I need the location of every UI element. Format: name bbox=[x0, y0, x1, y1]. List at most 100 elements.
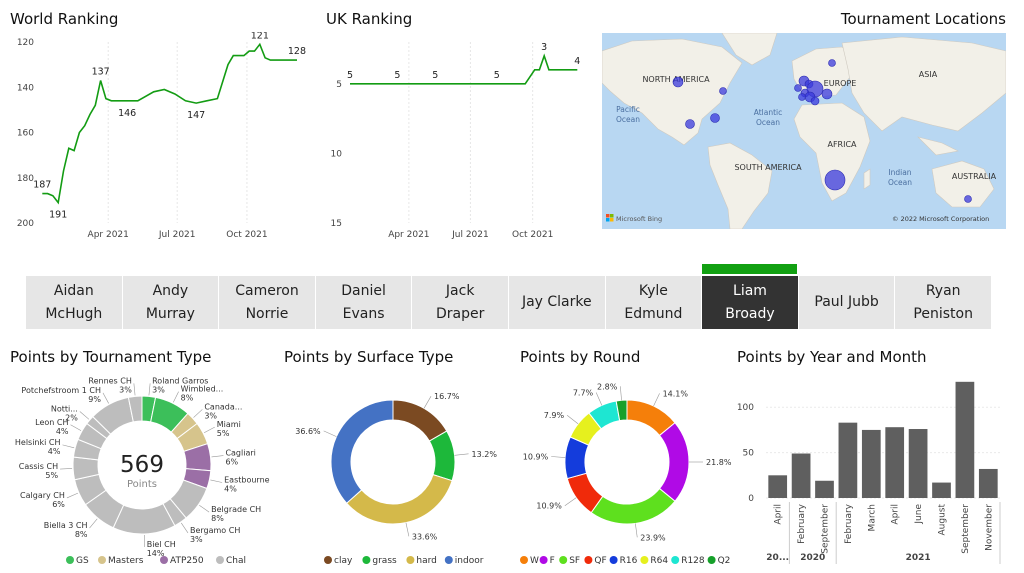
year-month-y-tick: 50 bbox=[743, 449, 755, 459]
tournament-type-label-name: Potchefstroom 1 CH bbox=[21, 386, 101, 395]
round-legend-marker bbox=[640, 556, 649, 564]
uk-ranking-data-label: 5 bbox=[394, 70, 400, 81]
year-month-x-tick: September bbox=[821, 504, 831, 554]
surface-type-legend-marker bbox=[324, 556, 332, 564]
world-map: NORTH AMERICA EUROPE ASIA AFRICA SOUTH A… bbox=[602, 33, 1006, 229]
map-bubble[interactable] bbox=[798, 93, 806, 101]
round-title: Points by Round bbox=[520, 348, 641, 366]
uk-ranking-y-tick: 15 bbox=[331, 219, 342, 229]
surface-type-legend-marker bbox=[444, 556, 453, 564]
map-bubble[interactable] bbox=[685, 119, 695, 129]
player-button[interactable]: Jack Draper bbox=[412, 276, 509, 329]
pacific-label-line-2: Ocean bbox=[616, 115, 640, 124]
player-button[interactable]: Jay Clarke bbox=[509, 276, 606, 329]
world-ranking-y-tick: 200 bbox=[17, 219, 34, 229]
tournament-type-label-pct: 8% bbox=[181, 394, 194, 403]
round-legend-label: R64 bbox=[650, 556, 668, 566]
map-bubble[interactable] bbox=[710, 113, 720, 123]
round-legend-marker bbox=[671, 556, 680, 564]
tournament-type-label-pct: 4% bbox=[48, 447, 61, 456]
uk-ranking-title: UK Ranking bbox=[326, 10, 413, 28]
map-bubble[interactable] bbox=[672, 76, 684, 88]
surface-type-data-label: 36.6% bbox=[295, 427, 321, 436]
tournament-type-leader-line bbox=[70, 424, 82, 431]
tournament-type-label-pct: 9% bbox=[88, 395, 101, 404]
tournament-type-label-pct: 5% bbox=[217, 429, 230, 438]
map-bubble[interactable] bbox=[719, 87, 727, 95]
world-ranking-y-tick: 160 bbox=[17, 129, 34, 139]
surface-type-legend-label: grass bbox=[372, 556, 397, 566]
selected-player-indicator bbox=[702, 264, 797, 274]
tournament-type-leader-line bbox=[89, 518, 98, 529]
tournament-type-label-name: Miami bbox=[217, 420, 241, 429]
asia-land bbox=[841, 36, 1006, 132]
uk-ranking-line bbox=[350, 53, 578, 85]
surface-type-leader-line bbox=[405, 522, 410, 537]
tournament-type-leader-line bbox=[62, 444, 75, 449]
tournament-type-leader-line bbox=[148, 383, 151, 396]
world-ranking-data-label: 146 bbox=[118, 108, 136, 119]
world-ranking-data-label: 191 bbox=[49, 210, 67, 221]
round-slice bbox=[658, 422, 690, 502]
player-button[interactable]: Ryan Peniston bbox=[895, 276, 992, 329]
map-bubble[interactable] bbox=[828, 59, 836, 67]
world-ranking-y-tick: 120 bbox=[17, 38, 34, 48]
tournament-type-label-pct: 5% bbox=[45, 471, 58, 480]
player-button[interactable]: Paul Jubb bbox=[798, 276, 896, 329]
uk-ranking-x-tick: Jul 2021 bbox=[451, 230, 489, 240]
player-button[interactable]: Liam Broady bbox=[702, 276, 799, 329]
world-ranking-y-tick: 180 bbox=[17, 174, 34, 184]
map-bubble[interactable] bbox=[810, 96, 820, 106]
map-bubble[interactable] bbox=[964, 195, 972, 203]
player-button[interactable]: Andy Murray bbox=[122, 276, 220, 329]
tournament-type-label-pct: 8% bbox=[75, 530, 88, 539]
surface-type-slice bbox=[345, 474, 453, 525]
tournament-type-label-name: Calgary CH bbox=[20, 491, 65, 500]
map-label-asia: ASIA bbox=[919, 70, 938, 79]
player-button[interactable]: Cameron Norrie bbox=[219, 276, 316, 329]
round-legend-marker bbox=[584, 556, 593, 564]
tournament-type-data-label: Biella 3 CH 8% bbox=[44, 521, 88, 539]
year-month-bar bbox=[838, 422, 858, 498]
tournament-type-data-label: Cassis CH 5% bbox=[19, 462, 59, 480]
tournament-type-leader-line bbox=[210, 479, 223, 483]
round-legend-marker bbox=[559, 556, 568, 564]
tournament-type-data-label: Helsinki CH 4% bbox=[15, 438, 61, 456]
surface-type-data-label: 33.6% bbox=[412, 532, 438, 541]
tournament-type-leader-line bbox=[102, 392, 109, 404]
south-america-land bbox=[707, 142, 773, 229]
tournament-type-label-name: Bergamo CH bbox=[190, 526, 240, 535]
year-month-year-label: 2021 bbox=[906, 553, 931, 563]
year-month-y-tick: 100 bbox=[737, 403, 754, 413]
tournament-type-leader-line bbox=[193, 409, 203, 418]
tournament-type-label-pct: 3% bbox=[190, 535, 203, 544]
year-month-year-label: 20... bbox=[766, 553, 789, 563]
map-bubble[interactable] bbox=[821, 88, 833, 100]
surface-type-data-label: 16.7% bbox=[434, 392, 460, 401]
bing-label: Microsoft Bing bbox=[616, 215, 662, 223]
tournament-type-legend-marker bbox=[160, 556, 168, 564]
madagascar-land bbox=[863, 168, 871, 190]
year-month-bar bbox=[791, 453, 811, 498]
atlantic-label-line-1: Atlantic bbox=[754, 108, 783, 117]
round-data-label: 7.7% bbox=[573, 389, 594, 398]
tournament-type-slice bbox=[127, 395, 143, 423]
map-bubble[interactable] bbox=[824, 169, 846, 191]
uk-ranking-x-tick: Apr 2021 bbox=[388, 230, 429, 240]
player-button[interactable]: Aidan McHugh bbox=[26, 276, 123, 329]
tournament-map[interactable]: NORTH AMERICA EUROPE ASIA AFRICA SOUTH A… bbox=[602, 33, 1006, 229]
tournament-type-label-pct: 3% bbox=[152, 385, 165, 394]
tournament-type-label-pct: 3% bbox=[204, 411, 217, 420]
map-label-europe: EUROPE bbox=[824, 79, 857, 88]
round-data-label: 2.8% bbox=[597, 382, 618, 391]
tournament-type-data-label: Belgrade CH 8% bbox=[211, 505, 261, 523]
round-data-label: 14.1% bbox=[663, 389, 689, 398]
player-button[interactable]: Daniel Evans bbox=[315, 276, 413, 329]
tournament-type-legend-marker bbox=[216, 556, 224, 564]
tournament-type-data-label: Biel CH 14% bbox=[147, 540, 176, 558]
year-month-x-tick: April bbox=[774, 504, 784, 525]
uk-ranking-data-label: 5 bbox=[494, 70, 500, 81]
player-button[interactable]: Kyle Edmund bbox=[605, 276, 703, 329]
map-bubble[interactable] bbox=[794, 84, 802, 92]
